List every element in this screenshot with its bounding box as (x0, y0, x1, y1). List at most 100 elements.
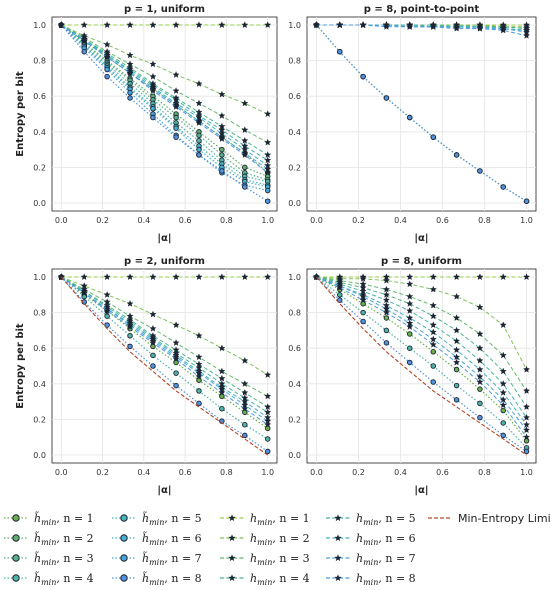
data-point-star (241, 380, 249, 387)
data-point-star (406, 23, 414, 30)
data-point-star (218, 21, 226, 29)
y-tick-label: 0.4 (33, 128, 46, 137)
legend-label: h̃min, n = 3 (34, 552, 94, 567)
y-tick-label: 0.0 (288, 199, 301, 208)
series-line-h-min-n-7 (316, 276, 527, 431)
data-point-star (126, 299, 134, 307)
data-point-star (336, 21, 344, 29)
data-point-star (522, 426, 531, 434)
data-point-star (80, 289, 88, 297)
data-point-circle (104, 322, 110, 328)
legend-entry: h̃min, n = 7 (112, 552, 202, 567)
data-point-circle (150, 105, 156, 112)
series-line-h-min-n-4 (316, 276, 527, 408)
x-tick-label: 0.0 (310, 468, 323, 477)
data-point-star (126, 51, 134, 59)
data-point-circle (150, 352, 156, 359)
data-point-star (241, 151, 249, 158)
legend-swatch-circle (120, 514, 128, 522)
y-tick-label: 0.8 (33, 309, 46, 318)
data-point-circle (430, 379, 437, 385)
plot-frame (306, 16, 537, 212)
y-tick-label: 0.0 (33, 451, 46, 460)
data-point-star (453, 273, 461, 281)
legend-swatch-circle (12, 554, 20, 562)
data-point-star (172, 103, 180, 110)
data-point-circle (477, 400, 483, 407)
data-point-star (382, 276, 390, 284)
legend-entry: hmin, n = 1 (220, 512, 310, 527)
data-point-star (218, 135, 226, 142)
legend-swatch-star (334, 574, 342, 582)
data-point-star (406, 323, 414, 330)
data-point-star (218, 374, 226, 382)
x-tick-label: 0.4 (137, 216, 150, 225)
series-line-min-entropy-limit (316, 276, 527, 456)
x-axis-label: |α| (157, 485, 171, 496)
data-point-star (522, 365, 531, 373)
series-line-h-min-n-2 (61, 24, 268, 115)
data-point-star (218, 90, 226, 98)
data-point-star (103, 291, 111, 298)
series (312, 273, 531, 456)
data-point-star (476, 356, 484, 364)
data-point-star (406, 292, 414, 300)
legend-label: hmin, n = 3 (250, 552, 310, 567)
data-point-star (149, 339, 157, 346)
series-line-h-min-n-1 (316, 276, 528, 442)
data-point-circle (242, 432, 248, 439)
legend-entry: h̃min, n = 2 (4, 532, 94, 547)
data-point-star (218, 112, 226, 119)
y-tick-label: 1.0 (288, 21, 301, 30)
data-point-circle (406, 345, 413, 351)
series-line-min-entropy-limit (60, 276, 269, 456)
x-tick-label: 0.0 (55, 468, 68, 477)
data-point-circle (264, 436, 271, 442)
data-point-circle (406, 359, 413, 366)
grid (52, 269, 277, 463)
data-point-circle (196, 152, 202, 158)
series-line-h-min-n-6 (61, 24, 268, 167)
y-tick-label: 0.6 (33, 92, 46, 101)
data-point-circle (242, 164, 248, 171)
y-tick-label: 0.4 (288, 380, 301, 389)
data-point-circle (264, 187, 271, 194)
series-line-h-min-n-4 (316, 276, 527, 449)
data-point-star (195, 273, 203, 281)
legend-label: h̃min, n = 8 (142, 572, 202, 587)
data-point-circle (196, 146, 202, 153)
data-point-star (429, 301, 437, 309)
data-point-circle (196, 137, 202, 144)
series-line-h-min-n-3 (316, 276, 527, 392)
data-point-star (406, 273, 414, 281)
data-point-circle (173, 382, 179, 389)
legend-swatch-circle (120, 534, 128, 542)
x-tick-label: 0.4 (394, 468, 407, 477)
data-point-star (264, 138, 272, 146)
data-point-circle (477, 414, 483, 421)
data-point-star (241, 273, 249, 281)
y-tick-label: 0.2 (33, 163, 46, 172)
data-point-star (382, 291, 390, 298)
series-line-h-min-n-4 (61, 276, 268, 408)
series-line-h-min-n-5 (61, 24, 268, 161)
data-point-star (264, 21, 272, 29)
data-point-star (499, 351, 507, 359)
legend-swatch-star (334, 554, 342, 562)
data-point-star (149, 87, 157, 94)
data-point-star (429, 23, 437, 30)
series-line-h-min-n-5 (316, 276, 527, 418)
data-point-circle (196, 400, 202, 407)
data-point-circle (383, 95, 390, 101)
series-line-h-min-n-2 (61, 276, 268, 376)
data-point-star (264, 371, 272, 378)
series-line-h-min-n-8 (60, 24, 269, 202)
data-point-star (172, 273, 180, 281)
panel-p2-uniform: p = 2, uniform |α| Entropy per bit 0.0 0.… (15, 256, 278, 496)
data-point-star (429, 335, 437, 343)
data-point-star (126, 323, 134, 330)
data-point-star (218, 367, 226, 375)
legend-swatch-star (228, 554, 236, 562)
data-point-star (382, 285, 390, 293)
data-point-circle (264, 198, 271, 204)
